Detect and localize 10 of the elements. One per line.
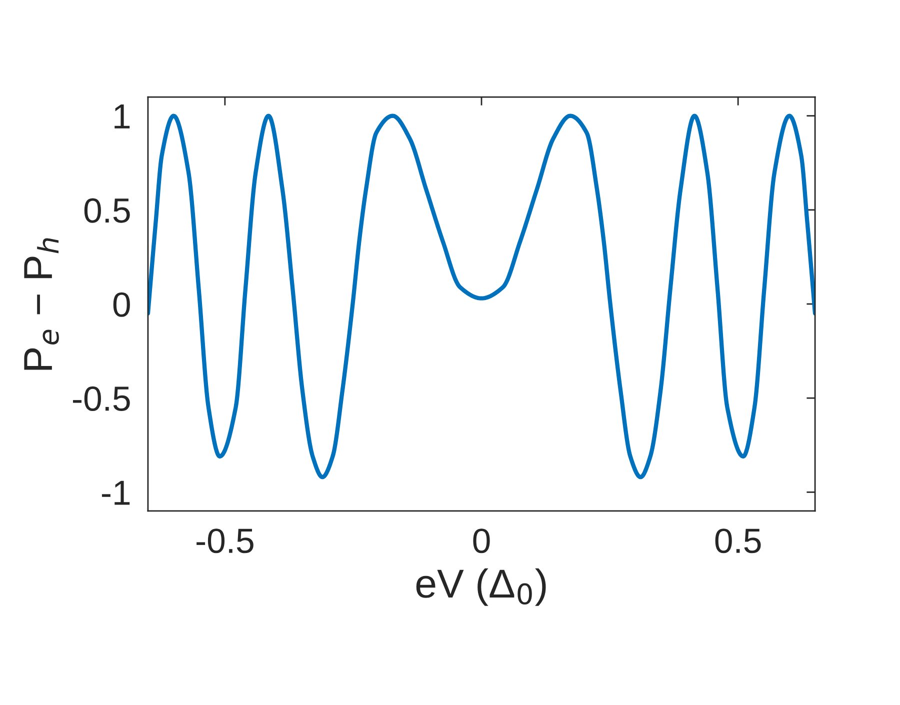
x-tick-label: 0.5 xyxy=(715,528,761,554)
x-tick-label: 0 xyxy=(473,528,490,554)
y-tick-label: 0.5 xyxy=(84,198,130,223)
y-tick-label: -0.5 xyxy=(73,386,130,412)
x-axis-title: eV (Δ$_{0}$) xyxy=(416,568,546,606)
x-tick-label: -0.5 xyxy=(196,528,254,554)
y-tick-label: -1 xyxy=(102,480,130,505)
y-tick-label: 1 xyxy=(114,104,130,128)
y-tick-label: 0 xyxy=(113,292,130,317)
y-axis-title: P$_{e}$ − P$_{h}$ xyxy=(24,238,59,370)
